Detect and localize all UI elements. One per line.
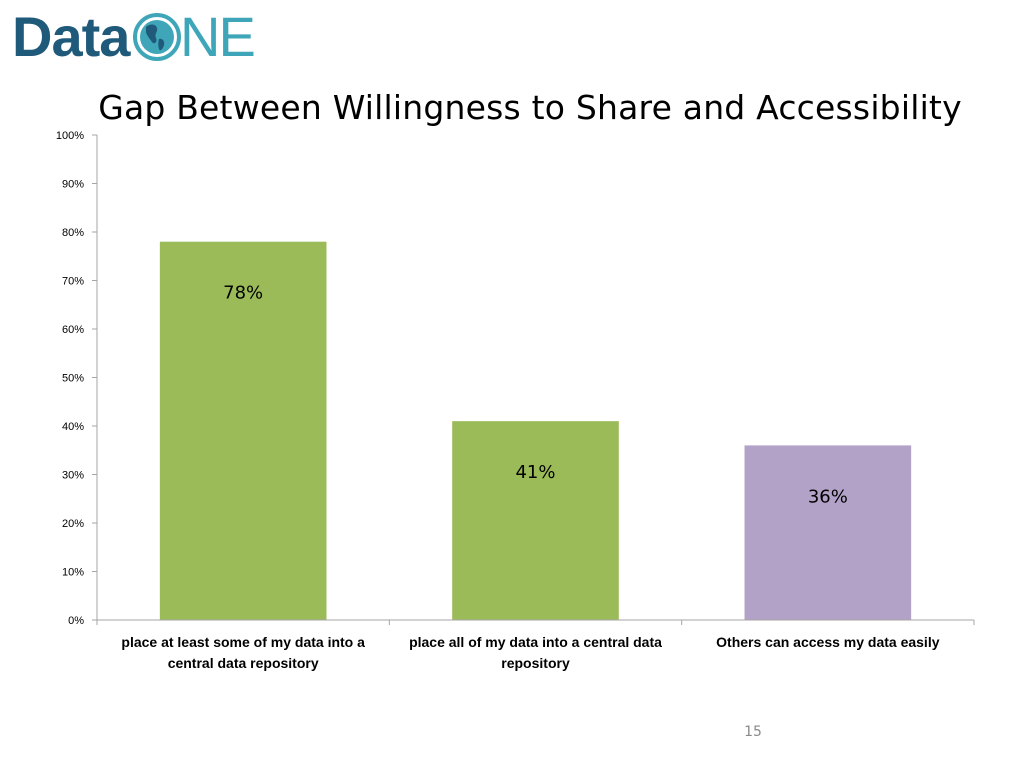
y-tick-label: 40% — [62, 421, 84, 433]
y-tick-label: 20% — [62, 518, 84, 530]
category-label: place all of my data into a central data — [409, 634, 662, 650]
slide-number: 15 — [744, 724, 762, 740]
logo-text-data: Data — [12, 5, 130, 68]
logo-text-ne: NE — [180, 5, 256, 68]
bar — [452, 421, 619, 620]
bar — [744, 445, 912, 620]
category-label: place at least some of my data into a — [121, 634, 365, 650]
category-label: central data repository — [168, 655, 319, 671]
y-tick-label: 80% — [62, 227, 84, 239]
globe-icon — [133, 13, 181, 61]
y-tick-label: 30% — [62, 470, 84, 482]
category-labels-group: place at least some of my data into a cen… — [121, 634, 939, 671]
y-axis-ticks: 0% 10% 20% 30% 40% 50% 60% 70% 80% 90% 100% — [56, 130, 97, 627]
bar — [159, 241, 327, 620]
data-label: 36% — [808, 486, 848, 507]
y-tick-label: 0% — [68, 615, 84, 627]
dataone-logo: Data NE — [12, 5, 256, 68]
data-label: 41% — [515, 462, 555, 483]
y-tick-label: 50% — [62, 373, 84, 385]
bars-group — [159, 241, 912, 620]
data-label: 78% — [223, 283, 263, 304]
category-label: repository — [501, 655, 570, 671]
y-tick-label: 70% — [62, 276, 84, 288]
data-labels-group: 78% 41% 36% — [223, 283, 848, 508]
y-tick-label: 10% — [62, 567, 84, 579]
axes-group — [96, 135, 975, 625]
chart-title: Gap Between Willingness to Share and Acc… — [98, 88, 962, 127]
category-label: Others can access my data easily — [716, 634, 940, 650]
y-tick-label: 60% — [62, 324, 84, 336]
y-tick-label: 100% — [56, 130, 84, 142]
y-tick-label: 90% — [62, 179, 84, 191]
